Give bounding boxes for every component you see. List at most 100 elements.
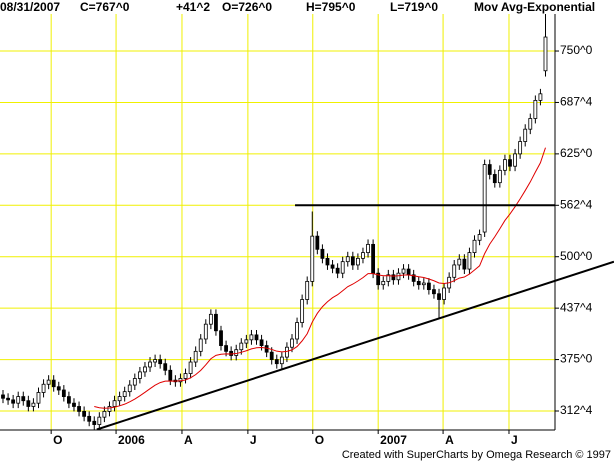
candle-body <box>274 359 279 365</box>
candle-body <box>472 239 477 254</box>
candle-body <box>290 338 294 348</box>
candle-body <box>330 264 335 269</box>
candle-body <box>355 257 360 266</box>
y-tick-label: 437^4 <box>560 300 593 314</box>
candle-body <box>198 338 203 352</box>
candle-body <box>102 411 107 418</box>
y-tick-label: 312^4 <box>560 403 593 417</box>
candle-body <box>538 93 543 101</box>
header-date: 08/31/2007 <box>0 0 60 14</box>
candle-body <box>229 350 234 356</box>
candle-body <box>148 361 152 368</box>
candle-body <box>234 349 239 356</box>
y-tick-label: 687^4 <box>560 95 593 109</box>
candle-body <box>279 356 284 365</box>
candle-body <box>127 384 132 393</box>
candle-body <box>508 159 512 167</box>
candle-body <box>239 342 244 351</box>
candle-body <box>46 379 51 385</box>
x-tick-label: O <box>53 433 62 447</box>
candle-body <box>442 287 446 300</box>
moving-average <box>94 147 546 409</box>
header-open: O=726^0 <box>222 0 272 14</box>
candle-body <box>421 282 426 286</box>
candle-body <box>503 159 507 171</box>
candle-body <box>497 169 502 184</box>
candle-body <box>21 396 26 402</box>
candle-body <box>214 313 218 332</box>
candle-body <box>350 256 355 266</box>
candle-body <box>132 378 137 386</box>
candle-body <box>137 371 142 379</box>
candle-body <box>371 243 376 274</box>
candle-body <box>193 350 198 363</box>
candle-body <box>92 420 97 425</box>
candle-body <box>31 402 36 407</box>
candle-body <box>345 256 350 263</box>
x-tick-label: A <box>184 433 193 447</box>
candle-body <box>51 379 56 388</box>
candle-body <box>523 128 528 142</box>
x-tick-label: J <box>250 433 257 447</box>
candle-body <box>492 174 497 184</box>
y-tick-label: 500^0 <box>560 249 593 263</box>
candle-body <box>158 359 163 365</box>
x-tick-label: 2007 <box>380 433 407 447</box>
candle-body <box>432 289 436 295</box>
header-low: L=719^0 <box>390 0 438 14</box>
x-tick-label: J <box>511 433 518 447</box>
candle-body <box>188 361 193 374</box>
header-close: C=767^0 <box>80 0 130 14</box>
candle-body <box>487 164 492 175</box>
candle-body <box>244 339 249 344</box>
candle-body <box>77 406 81 412</box>
candle-body <box>325 257 330 266</box>
candle-body <box>462 258 467 270</box>
trendline <box>96 260 614 431</box>
candle-body <box>396 272 401 281</box>
candle-body <box>457 258 462 266</box>
candle-body <box>381 281 386 286</box>
y-tick-label: 375^0 <box>560 352 593 366</box>
candle-body <box>117 396 122 402</box>
y-tick-label: 625^0 <box>560 146 593 160</box>
candle-body <box>518 141 523 155</box>
candle-body <box>391 274 396 281</box>
candle-body <box>285 346 289 358</box>
candle-body <box>41 383 46 393</box>
candle-body <box>112 400 117 407</box>
header-change: +41^2 <box>176 0 210 14</box>
candle-body <box>224 345 228 352</box>
candle-body <box>467 252 472 270</box>
y-tick-label: 750^0 <box>560 43 593 57</box>
candle-body <box>168 369 173 381</box>
candle-body <box>11 399 16 404</box>
marks <box>1 14 548 430</box>
candle-body <box>67 396 71 404</box>
x-tick-label: O <box>315 433 324 447</box>
candle-body <box>315 235 320 250</box>
candle-body <box>340 261 345 274</box>
candle-body <box>401 268 406 274</box>
candle-body <box>437 293 441 300</box>
candle-body <box>335 267 340 274</box>
candle-body <box>72 402 76 407</box>
candle-body <box>183 373 188 379</box>
candle-body <box>163 363 168 371</box>
candle-body <box>386 274 391 282</box>
candle-body <box>269 351 274 360</box>
candle-body <box>219 330 223 346</box>
candle-body <box>143 366 147 373</box>
candle-body <box>26 400 31 407</box>
candle-body <box>97 416 102 425</box>
candle-body <box>320 248 325 259</box>
candle-body <box>543 36 548 72</box>
candle-body <box>411 274 416 282</box>
candle-body <box>6 397 10 401</box>
candle-body <box>208 313 213 325</box>
candle-body <box>300 299 305 323</box>
candle-body <box>376 272 381 286</box>
candle-body <box>82 411 87 417</box>
